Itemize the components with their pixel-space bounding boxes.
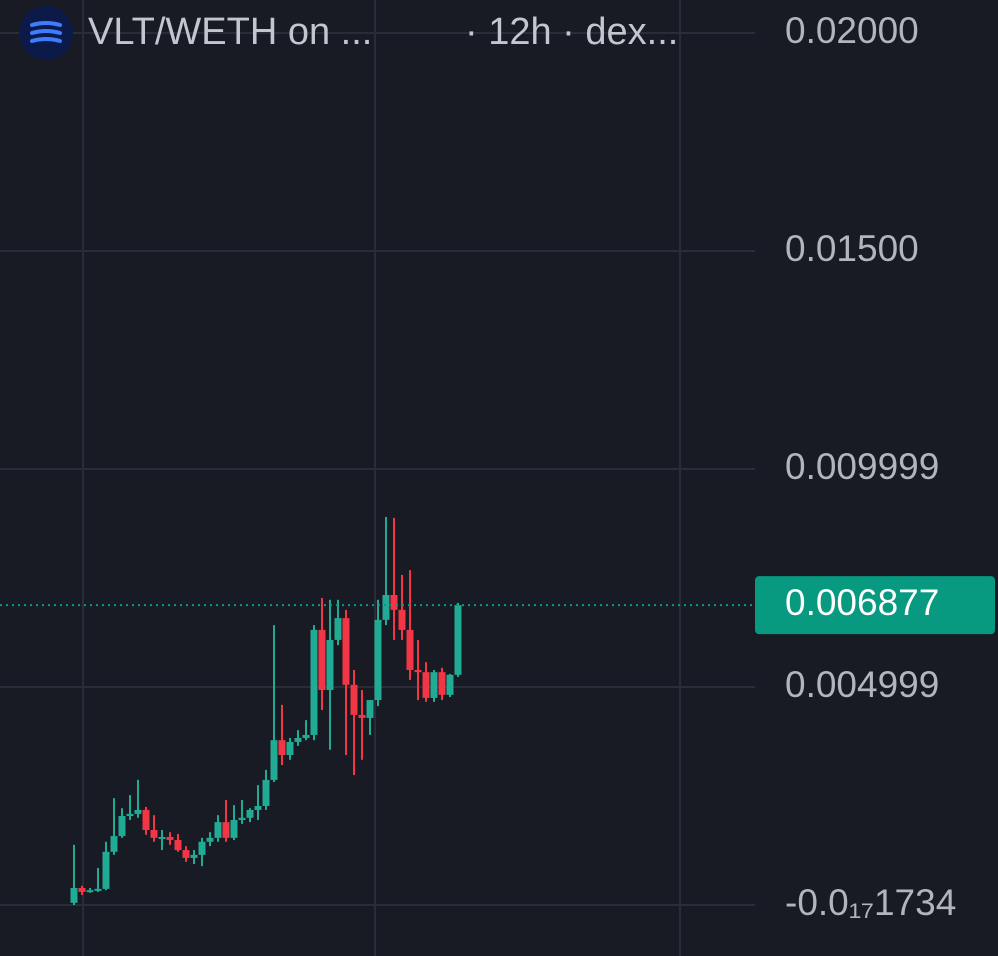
candle-body [382, 594, 390, 620]
candle-body [454, 605, 462, 675]
candle-body [374, 619, 382, 701]
candle-body [70, 887, 78, 903]
candle-body [94, 888, 102, 891]
candle-body [358, 714, 366, 718]
candle-body [350, 684, 358, 715]
candle-body [190, 854, 198, 858]
last-price-label: 0.006877 [785, 582, 939, 623]
candle-body [446, 674, 454, 695]
header: VLT/WETH on ... · 12h · dex... [19, 6, 678, 60]
candle-body [326, 639, 334, 691]
candle-body [230, 819, 238, 838]
candle-body [286, 741, 294, 756]
y-tick-label: 0.02000 [785, 10, 919, 51]
candle-body [86, 890, 94, 893]
candle-body [262, 779, 270, 807]
candle-body [294, 738, 302, 742]
last-price-box [755, 576, 995, 635]
candle-body [78, 887, 86, 892]
candle-body [118, 816, 126, 837]
token-logo-mark [30, 21, 62, 43]
candle-body [238, 817, 246, 820]
candle-body [254, 806, 262, 810]
y-tick-label: 0.004999 [785, 664, 939, 705]
grid [82, 0, 681, 956]
candle-body [406, 629, 414, 670]
candle-body [198, 841, 206, 855]
candle-body [342, 618, 350, 685]
candle-body [414, 669, 422, 673]
candle-body [166, 836, 174, 841]
candle-body [278, 740, 286, 756]
candle-body [150, 829, 158, 838]
candle-body [174, 840, 182, 851]
candle-body [270, 740, 278, 780]
candle-body [222, 822, 230, 838]
candle-body [126, 813, 134, 817]
candle-body [134, 809, 142, 814]
candle-body [398, 609, 406, 630]
candle-body [214, 822, 222, 838]
candle-body [438, 672, 446, 695]
plot-area [0, 32, 755, 906]
candle-body [318, 629, 326, 691]
candle-body [390, 594, 398, 610]
candle-body [142, 809, 150, 830]
y-tick-label: -0.0₁₇1734 [785, 882, 956, 923]
candle-body [102, 851, 110, 889]
candle-body [158, 836, 166, 839]
candle-body [302, 734, 310, 739]
candle-body [110, 836, 118, 852]
chart-subtitle: · 12h · dex... [465, 11, 678, 53]
candle-body [182, 850, 190, 858]
chart-title: VLT/WETH on ... [88, 11, 372, 53]
price-axis: 0.02000 0.01500 0.009999 0.004999 -0.0₁₇1734… [755, 10, 995, 923]
candle-body [334, 618, 342, 640]
candle-body [430, 672, 438, 698]
candle-body [246, 809, 254, 818]
y-tick-label: 0.01500 [785, 228, 919, 269]
candle-body [310, 629, 318, 735]
candle-body [206, 837, 214, 842]
candle-body [422, 672, 430, 698]
candle-body [366, 700, 374, 718]
y-tick-label: 0.009999 [785, 446, 939, 487]
